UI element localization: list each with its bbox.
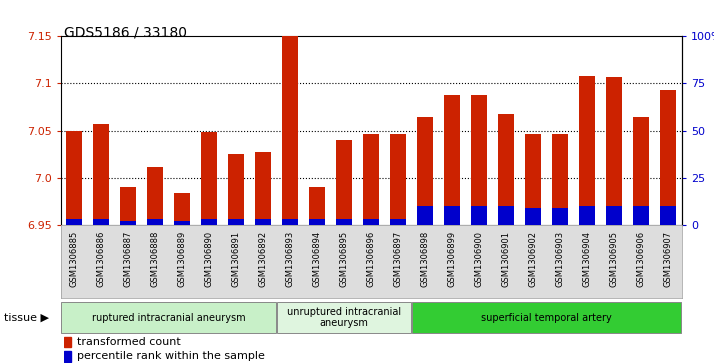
Bar [444,206,461,225]
Text: superficial temporal artery: superficial temporal artery [481,313,612,323]
Bar [64,337,71,347]
Text: GSM1306893: GSM1306893 [286,231,295,287]
Bar [417,206,433,225]
FancyBboxPatch shape [277,302,411,333]
Bar [174,221,191,225]
Bar [390,134,406,225]
Text: GSM1306901: GSM1306901 [502,231,511,287]
Bar [526,134,541,225]
Bar [120,187,136,225]
Text: unruptured intracranial
aneurysm: unruptured intracranial aneurysm [287,307,401,329]
Bar [606,206,623,225]
Bar [309,187,326,225]
Bar [309,219,326,225]
Text: GSM1306906: GSM1306906 [637,231,646,287]
Text: GDS5186 / 33180: GDS5186 / 33180 [64,25,187,40]
Bar [390,219,406,225]
Bar [255,219,271,225]
Bar [471,206,488,225]
Bar [255,152,271,225]
Bar [201,219,217,225]
Bar [282,219,298,225]
Bar [552,134,568,225]
Bar [336,140,353,225]
Bar [660,206,676,225]
Bar [93,124,109,225]
Bar [526,208,541,225]
Bar [174,193,191,225]
Text: GSM1306889: GSM1306889 [178,231,187,287]
Text: GSM1306903: GSM1306903 [555,231,565,287]
Text: GSM1306892: GSM1306892 [258,231,268,287]
Text: GSM1306902: GSM1306902 [529,231,538,287]
Text: percentile rank within the sample: percentile rank within the sample [77,351,265,362]
Text: GSM1306888: GSM1306888 [151,231,160,287]
Bar [336,219,353,225]
Text: tissue ▶: tissue ▶ [4,313,49,323]
Text: GSM1306894: GSM1306894 [313,231,322,287]
Bar [120,221,136,225]
Text: GSM1306891: GSM1306891 [232,231,241,287]
FancyBboxPatch shape [412,302,681,333]
Bar [417,117,433,225]
Bar [228,154,244,225]
Bar [228,219,244,225]
Text: GSM1306907: GSM1306907 [664,231,673,287]
Text: GSM1306899: GSM1306899 [448,231,457,287]
Bar [498,114,514,225]
Bar [579,76,595,225]
Bar [66,219,82,225]
Bar [201,132,217,225]
Text: GSM1306895: GSM1306895 [340,231,348,287]
Bar [64,351,71,362]
Bar [471,95,488,225]
Text: GSM1306887: GSM1306887 [124,231,133,287]
Bar [633,206,650,225]
Text: GSM1306890: GSM1306890 [205,231,213,287]
Bar [579,206,595,225]
Bar [444,95,461,225]
Text: GSM1306885: GSM1306885 [70,231,79,287]
Text: GSM1306896: GSM1306896 [367,231,376,287]
Text: GSM1306904: GSM1306904 [583,231,592,287]
Text: GSM1306897: GSM1306897 [394,231,403,287]
Bar [498,206,514,225]
Bar [552,208,568,225]
Text: GSM1306900: GSM1306900 [475,231,484,287]
Bar [66,131,82,225]
FancyBboxPatch shape [61,302,276,333]
Bar [363,134,379,225]
Bar [606,77,623,225]
Bar [147,167,164,225]
Bar [633,117,650,225]
Bar [147,219,164,225]
Text: GSM1306898: GSM1306898 [421,231,430,287]
Text: GSM1306886: GSM1306886 [96,231,106,287]
Bar [93,219,109,225]
Bar [363,219,379,225]
Text: ruptured intracranial aneurysm: ruptured intracranial aneurysm [92,313,246,323]
Text: transformed count: transformed count [77,337,181,347]
Bar [660,90,676,225]
Text: GSM1306905: GSM1306905 [610,231,619,287]
Bar [282,34,298,225]
